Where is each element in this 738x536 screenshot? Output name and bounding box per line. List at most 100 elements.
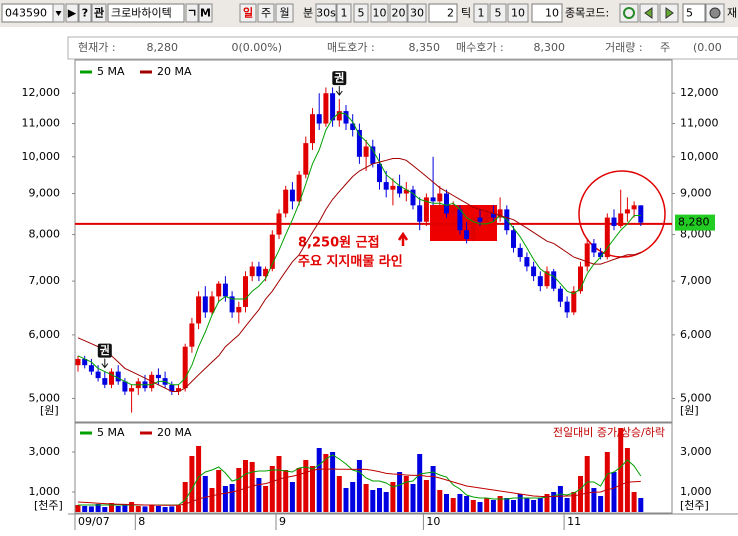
candle-body [444, 193, 449, 214]
tick-text: 10 [511, 7, 525, 20]
minute-button[interactable] [353, 3, 369, 23]
play-button[interactable] [65, 3, 79, 23]
volume-bar [457, 494, 463, 512]
volume-bar [638, 498, 644, 512]
y-tick-label: 11,000 [680, 117, 719, 130]
candle-body [423, 197, 429, 222]
candle-body [155, 374, 161, 379]
minute-text: 30 [410, 7, 424, 20]
candle-body [222, 283, 228, 297]
volume-bar [511, 500, 516, 512]
tick-button[interactable] [489, 3, 507, 23]
minute-button[interactable] [336, 3, 352, 23]
volume-bar [497, 496, 503, 512]
volume-bar [356, 460, 362, 512]
candle-body [102, 378, 108, 385]
help-button[interactable] [78, 3, 92, 23]
watch-button[interactable] [91, 3, 107, 23]
candle-body [544, 271, 550, 287]
minute-text: 1 [341, 7, 348, 20]
minute-button[interactable] [370, 3, 389, 23]
volume-bar [343, 488, 349, 512]
info-value: 주 [660, 41, 670, 54]
volume-bar [95, 504, 101, 512]
volume-bar [216, 470, 222, 512]
volume-bar [316, 448, 322, 512]
candle-body [457, 209, 463, 231]
period-text: 분 [303, 7, 313, 20]
candle-body [115, 371, 121, 382]
volume-bar [222, 486, 228, 512]
price-panel [74, 59, 673, 423]
candle-body [464, 230, 470, 239]
volume-bar [149, 505, 155, 512]
candle-body [377, 163, 382, 183]
candle-body [189, 323, 195, 347]
y-tick-label: 9,000 [680, 187, 712, 200]
name-box[interactable] [107, 3, 185, 23]
marker-box [332, 71, 347, 86]
period-button[interactable] [275, 3, 294, 23]
volume-bar [209, 488, 215, 512]
x-tick-label: 10 [426, 515, 440, 528]
volume-bar [303, 460, 309, 512]
period-button[interactable] [257, 3, 275, 23]
volume-bar [571, 492, 577, 512]
volume-bar [524, 498, 530, 512]
arrow [397, 231, 409, 246]
volume-bar [397, 472, 403, 512]
candle-body [356, 129, 362, 157]
play-text: ▶ [68, 7, 77, 20]
x-tick-label: 8 [138, 515, 145, 528]
count-input[interactable] [682, 3, 706, 23]
candle-body [323, 93, 329, 124]
refresh-button[interactable] [619, 3, 639, 23]
price-tag [675, 214, 715, 231]
y-tick-label: 5,000 [29, 391, 61, 404]
y-tick-label: 7,000 [29, 274, 61, 287]
minute-button[interactable] [389, 3, 408, 23]
volume-bar [229, 484, 235, 512]
tick-input[interactable] [531, 3, 563, 23]
candle-body [350, 123, 356, 130]
candle-body [263, 268, 269, 277]
candle-body [631, 205, 637, 210]
candle-body [296, 174, 302, 202]
annotation: 8,250원 근접 [298, 235, 380, 251]
info-bar [67, 36, 738, 60]
legend-label: 20 MA [157, 65, 192, 78]
annotation: 주요 지지매물 라인 [298, 254, 403, 270]
period-button[interactable] [239, 3, 257, 23]
code-text: 043590 [5, 7, 47, 20]
minute-button[interactable] [315, 3, 337, 23]
marker-label: 권 [100, 344, 110, 357]
volume-bar [604, 452, 610, 512]
icon-button[interactable] [198, 3, 213, 23]
volume-bar [403, 476, 409, 512]
volume-bar [551, 492, 557, 512]
tick-button[interactable] [507, 3, 529, 23]
candle-body [236, 306, 242, 313]
minute-input[interactable] [428, 3, 458, 23]
tick-input-text: 10 [545, 7, 559, 20]
volume-bar [249, 462, 255, 512]
candle-body [410, 189, 416, 206]
volume-bar [464, 496, 470, 512]
volume-panel [74, 422, 673, 514]
volume-bar [135, 506, 141, 512]
candle-body [470, 217, 476, 239]
minute-button[interactable] [407, 3, 427, 23]
volume-bar [182, 482, 188, 512]
ma-line [77, 468, 641, 506]
candle-body [129, 388, 135, 392]
volume-bar [350, 482, 356, 512]
icon-button[interactable] [185, 3, 199, 23]
volume-bar [423, 480, 429, 512]
info-label: 거래량 : [605, 41, 643, 54]
y-tick-label: 7,000 [680, 274, 712, 287]
volume-bar [450, 498, 456, 512]
tick-button[interactable] [473, 3, 489, 23]
candle-body [289, 189, 295, 202]
volume-bar [584, 456, 590, 512]
dropdown-arrow [55, 11, 62, 16]
